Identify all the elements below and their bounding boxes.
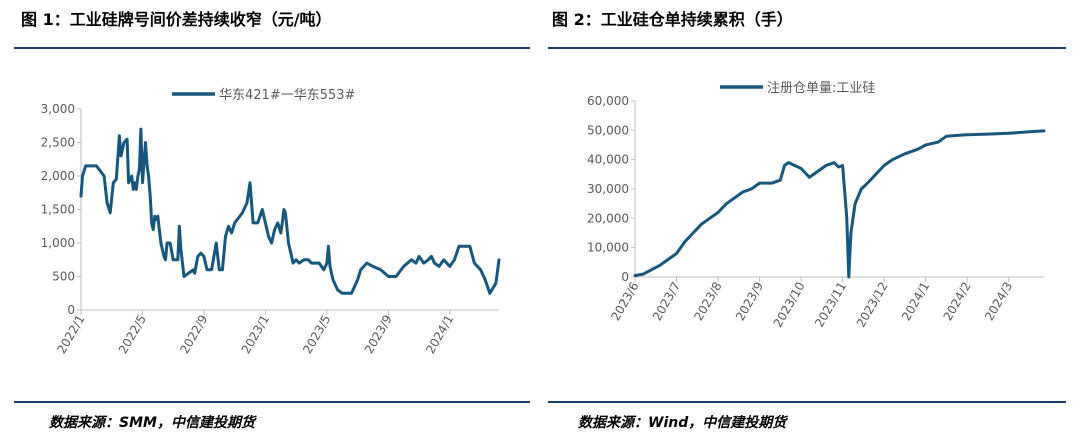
c1-x-tick-label: 2022/5 [116, 313, 149, 357]
c2-y-tick-label: 50,000 [587, 123, 629, 137]
c1-x-tick-label: 2023/9 [362, 313, 395, 357]
c2-y-tick-label: 60,000 [587, 94, 629, 108]
figure-2-bottom-rule [548, 401, 1066, 403]
c2-x-tick-label: 2023/10 [771, 280, 808, 330]
c2-y-tick-label: 30,000 [587, 182, 629, 196]
c1-y-tick-label: 1,500 [41, 203, 75, 217]
c2-x-tick-label: 2023/9 [733, 280, 766, 324]
c2-series-line [633, 129, 1046, 279]
c1-y-tick-label: 2,500 [41, 136, 75, 150]
c1-y-tick-label: 1,000 [41, 236, 75, 250]
figure-2-title: 图 2：工业硅仓单持续累积（手） [552, 10, 793, 29]
c2-x-tick-label: 2023/11 [812, 280, 849, 330]
figure-1-top-rule [14, 47, 530, 49]
price-spread-chart: 0 500 1,000 1,500 2,000 2,500 3,000 2022/1 2022/… [41, 88, 501, 357]
c1-y-tick-label: 500 [52, 270, 75, 284]
c2-x-tick-label: 2023/7 [650, 280, 683, 324]
figure-2-top-rule [548, 47, 1066, 49]
c1-y-tick-label: 2,000 [41, 169, 75, 183]
warehouse-receipt-chart: 0 10,000 20,000 30,000 40,000 50,000 60,000 202… [587, 81, 1046, 330]
c2-legend-label: 注册仓单量:工业硅 [767, 81, 875, 96]
c1-legend-label: 华东421#一华东553# [219, 88, 355, 103]
c1-y-tick-label: 0 [67, 303, 75, 317]
c2-x-tick-label: 2023/8 [691, 280, 724, 324]
c1-x-tick-label: 2022/9 [177, 313, 210, 357]
c1-x-tick-label: 2023/5 [300, 313, 333, 357]
chart-2-panel: 0 10,000 20,000 30,000 40,000 50,000 60,000 202… [540, 52, 1080, 398]
c2-x-tick-label: 2023/12 [854, 280, 891, 330]
c2-x-tick-label: 2023/6 [608, 280, 641, 324]
c2-y-tick-label: 20,000 [587, 211, 629, 225]
c1-x-tick-label: 2023/1 [239, 313, 272, 357]
figure-1-title: 图 1：工业硅牌号间价差持续收窄（元/吨） [21, 10, 332, 29]
figure-2-source: 数据来源：Wind，中信建投期货 [578, 415, 787, 431]
c2-y-tick-label: 40,000 [587, 153, 629, 167]
c2-y-tick-label: 10,000 [587, 241, 629, 255]
c1-x-tick-label: 2024/1 [423, 313, 456, 357]
c1-x-tick-label: 2022/1 [54, 313, 87, 357]
c2-x-tick-label: 2024/3 [982, 279, 1015, 323]
c2-x-tick-label: 2024/2 [941, 280, 974, 324]
c2-x-tick-label: 2024/1 [899, 280, 932, 324]
figure-1-bottom-rule [14, 401, 530, 403]
figure-1-source: 数据来源：SMM，中信建投期货 [49, 415, 255, 431]
c2-y-tick-label: 0 [621, 270, 629, 284]
c1-series-line [79, 127, 501, 295]
c1-y-tick-label: 3,000 [41, 102, 75, 116]
chart-1-panel: 0 500 1,000 1,500 2,000 2,500 3,000 2022/1 2022/… [0, 52, 540, 398]
